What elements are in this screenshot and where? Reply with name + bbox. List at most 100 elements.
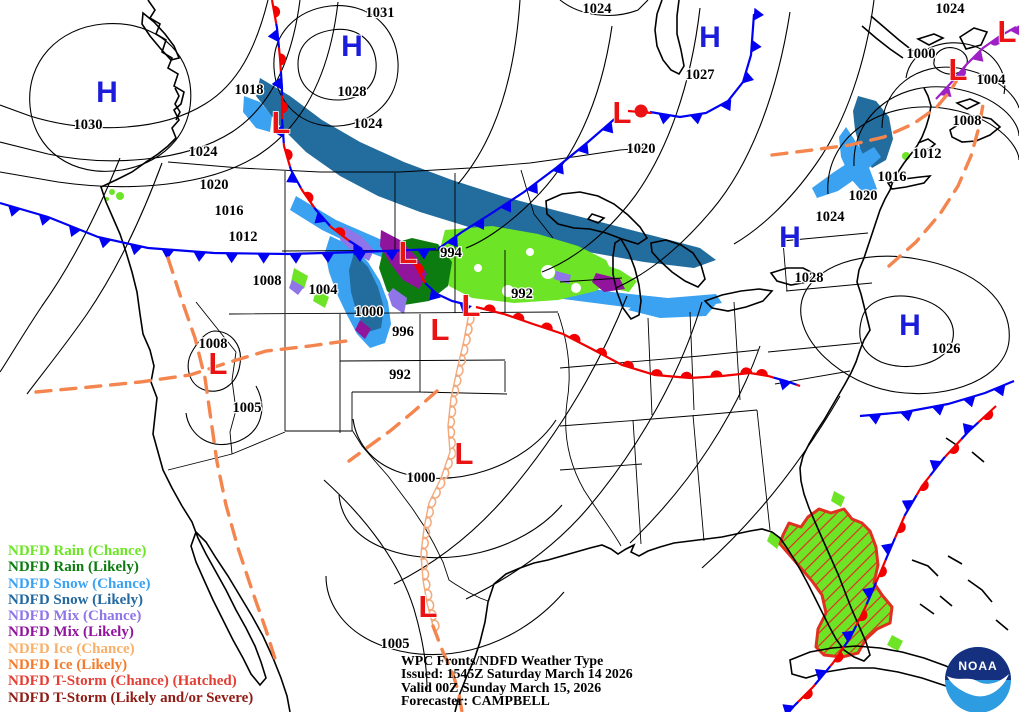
precip-rain_chance [109, 189, 115, 195]
front-triangle-pip [161, 249, 175, 260]
high-pressure-symbol: H [699, 21, 721, 54]
isobar-label: 1012 [229, 229, 258, 245]
precip-mix_likely [380, 230, 427, 289]
low-pressure-symbol: L [272, 105, 291, 140]
low-center-dot [634, 104, 648, 118]
trough-line [347, 389, 439, 463]
front-triangle-pip [38, 214, 52, 226]
front-semicircle-pip [740, 367, 753, 375]
low-pressure-symbol: L [431, 312, 450, 347]
cape-cod [917, 138, 937, 152]
front-triangle-pip [193, 251, 207, 262]
low-pressure-symbol: L [949, 52, 968, 87]
isobar-label: 1004 [977, 72, 1006, 88]
isobars-southeast [323, 295, 841, 691]
front-triangle-pip [446, 235, 458, 248]
isobar-label: 1020 [849, 188, 878, 204]
high-pressure-symbol: H [341, 30, 363, 63]
isobar-label: 1000 [407, 470, 436, 486]
front-triangle-pip [751, 39, 762, 53]
front-semicircle-pip [420, 546, 428, 561]
front-semicircle-pip [421, 557, 429, 571]
isobar-label: 1005 [233, 400, 262, 416]
isobars-east-high [800, 255, 1010, 395]
isobar-label: 1018 [235, 82, 264, 98]
legend-item-2: NDFD Rain (Likely) [8, 559, 139, 576]
isobar-label: 1026 [932, 341, 961, 357]
precip-mix_chance [554, 271, 571, 284]
front-semicircle-pip [422, 525, 431, 540]
front-semicircle-pip [443, 456, 453, 470]
front-triangle-pip [429, 288, 441, 301]
front-triangle-pip [778, 379, 792, 391]
legend-item-8: NDFD Ice (Likely) [8, 657, 128, 674]
front-triangle-pip [901, 500, 914, 512]
isobar-label: 1024 [354, 116, 383, 132]
front-semicircle-pip [512, 312, 525, 321]
isobar-label: 1016 [878, 169, 907, 185]
front-triangle-pip [272, 124, 284, 138]
front-triangle-pip [658, 113, 672, 125]
cold-front-line [859, 379, 1015, 418]
precip-hole [571, 283, 581, 293]
legend-item-5: NDFD Mix (Chance) [8, 608, 142, 625]
front-semicircle-pip [919, 480, 929, 492]
state-borders [195, 169, 873, 547]
front-semicircle-pip [990, 36, 1001, 46]
front-semicircle-pip [428, 608, 437, 623]
front-triangle-pip [417, 249, 431, 260]
front-semicircle-pip [282, 101, 288, 114]
front-triangle-pip [257, 253, 271, 264]
isobar-label: 996 [392, 324, 414, 340]
legend-item-4: NDFD Snow (Likely) [8, 591, 144, 608]
front-triangle-pip [289, 253, 303, 264]
isobars-northwest [0, 0, 339, 188]
front-semicircle-pip [449, 394, 458, 408]
puget-sound [174, 87, 181, 121]
front-semicircle-pip [858, 609, 868, 622]
front-triangle-pip [753, 7, 764, 21]
front-semicircle-pip [680, 371, 693, 379]
precip-hole [474, 264, 482, 272]
stationary-front-line [749, 371, 801, 388]
front-triangle-pip [526, 182, 538, 195]
isobar-label: 1024 [816, 209, 845, 225]
isobar-label: 994 [440, 245, 462, 261]
front-semicircle-pip [426, 495, 437, 509]
stationary-front-line [749, 371, 801, 388]
isobar-label: 1016 [215, 203, 244, 219]
front-semicircle-pip [710, 370, 723, 377]
stationary-front-line [788, 405, 997, 712]
precip-snow_likely [349, 253, 384, 332]
isobar-label: 992 [389, 367, 411, 383]
precip-snow_chance [812, 147, 881, 198]
front-triangle-pip [271, 76, 283, 90]
front-triangle-pip [267, 29, 279, 42]
front-triangle-pip [353, 251, 367, 263]
trough-line [431, 624, 464, 712]
lake-michigan [612, 237, 642, 321]
front-semicircle-pip [802, 689, 813, 700]
front-semicircle-pip [569, 333, 581, 343]
warm-front-line [475, 305, 751, 380]
isobar-label: 1005 [381, 636, 410, 652]
front-semicircle-pip [541, 322, 553, 331]
front-triangle-pip [900, 410, 914, 422]
precip-rain_chance [767, 531, 782, 549]
front-triangle-pip [1009, 25, 1019, 36]
front-semicircle-pip [425, 598, 435, 612]
legend-item-3: NDFD Snow (Chance) [8, 575, 151, 592]
low-pressure-symbol: L [209, 346, 228, 381]
isobar-label: 1027 [686, 67, 715, 83]
isobar-label: 1024 [189, 144, 218, 160]
front-triangle-pip [68, 225, 81, 238]
front-semicircle-pip [834, 651, 844, 663]
isobar-label: 1008 [253, 273, 282, 289]
front-semicircle-pip [755, 368, 768, 376]
front-triangle-pip [993, 384, 1006, 397]
front-semicircle-pip [650, 369, 663, 376]
front-semicircle-pip [447, 446, 457, 461]
